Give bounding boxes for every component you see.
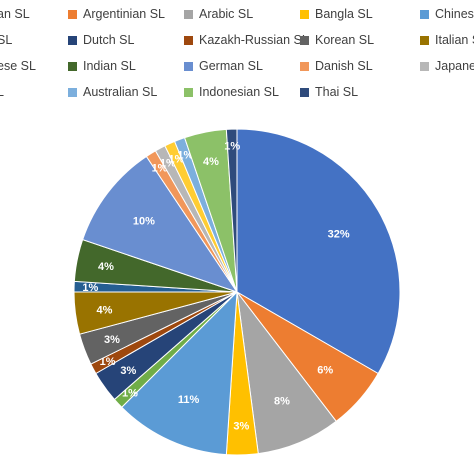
legend-label: Italian S [435,33,474,47]
pie-slice [225,128,238,293]
legend-item: L [0,84,4,100]
legend-swatch [420,9,429,19]
legend-label: Australian SL [83,85,158,99]
legend-item: German SL [184,58,263,74]
slice-percent-label: 1% [224,140,240,152]
legend-swatch [68,35,77,45]
pie-slice [82,155,239,293]
legend-item: Australian SL [68,84,157,100]
slice-percent-label: 32% [328,228,350,240]
legend-label: German SL [199,59,263,73]
legend-item: Bangla SL [300,6,373,22]
slice-percent-label: 3% [104,334,120,346]
legend-item: ese SL [0,58,36,74]
slice-percent-label: 6% [317,364,333,376]
legend-swatch [68,61,77,71]
slice-percent-label: 3% [120,365,136,377]
legend-item: SL [0,32,12,48]
slice-percent-label: 3% [233,421,249,433]
legend-item: an SL [0,6,30,22]
pie-slice [236,128,401,375]
legend-swatch [68,9,77,19]
legend-item: Argentinian SL [68,6,165,22]
legend-item: Kazakh-Russian SL [184,32,309,48]
legend-item: Japanese [420,58,474,74]
legend-swatch [184,35,193,45]
slice-percent-label: 11% [178,394,200,406]
legend-swatch [420,61,429,71]
slice-percent-label: 1% [100,356,116,368]
legend-swatch [184,61,193,71]
pie-slice [121,290,238,456]
chart-legend: an SL Argentinian SL Arabic SL Bangla SL Chi… [0,0,474,120]
legend-label: Bangla SL [315,7,373,21]
legend-label: Chinese [435,7,474,21]
slice-percent-label: 1% [82,282,98,294]
slice-percent-label: 4% [97,304,113,316]
slice-percent-label: 4% [203,156,219,168]
legend-label: Indonesian SL [199,85,279,99]
legend-label: SL [0,33,13,47]
legend-label: ese SL [0,59,36,73]
legend-label: Korean SL [315,33,375,47]
legend-swatch [300,9,309,19]
legend-label: L [0,85,4,99]
legend-label: Argentinian SL [83,7,166,21]
legend-swatch [184,9,193,19]
slice-percent-label: 8% [274,395,290,407]
legend-swatch [68,87,77,97]
legend-swatch [300,61,309,71]
legend-label: Dutch SL [83,33,135,47]
slice-percent-label: 1% [122,387,138,399]
legend-item: Dutch SL [68,32,134,48]
legend-item: Thai SL [300,84,358,100]
legend-label: an SL [0,7,30,21]
slice-percent-label: 10% [133,216,155,228]
legend-label: Kazakh-Russian SL [199,33,309,47]
legend-item: Chinese [420,6,474,22]
legend-swatch [300,87,309,97]
legend-item: Korean SL [300,32,374,48]
legend-label: Arabic SL [199,7,254,21]
slice-percent-label: 4% [98,261,114,273]
legend-swatch [300,35,309,45]
legend-label: Danish SL [315,59,373,73]
legend-label: Japanese [435,59,474,73]
legend-item: Indian SL [68,58,136,74]
legend-item: Italian S [420,32,474,48]
legend-label: Indian SL [83,59,136,73]
legend-swatch [420,35,429,45]
legend-item: Indonesian SL [184,84,279,100]
legend-swatch [184,87,193,97]
legend-label: Thai SL [315,85,359,99]
legend-item: Arabic SL [184,6,253,22]
pie-slice [236,290,337,455]
legend-item: Danish SL [300,58,373,74]
